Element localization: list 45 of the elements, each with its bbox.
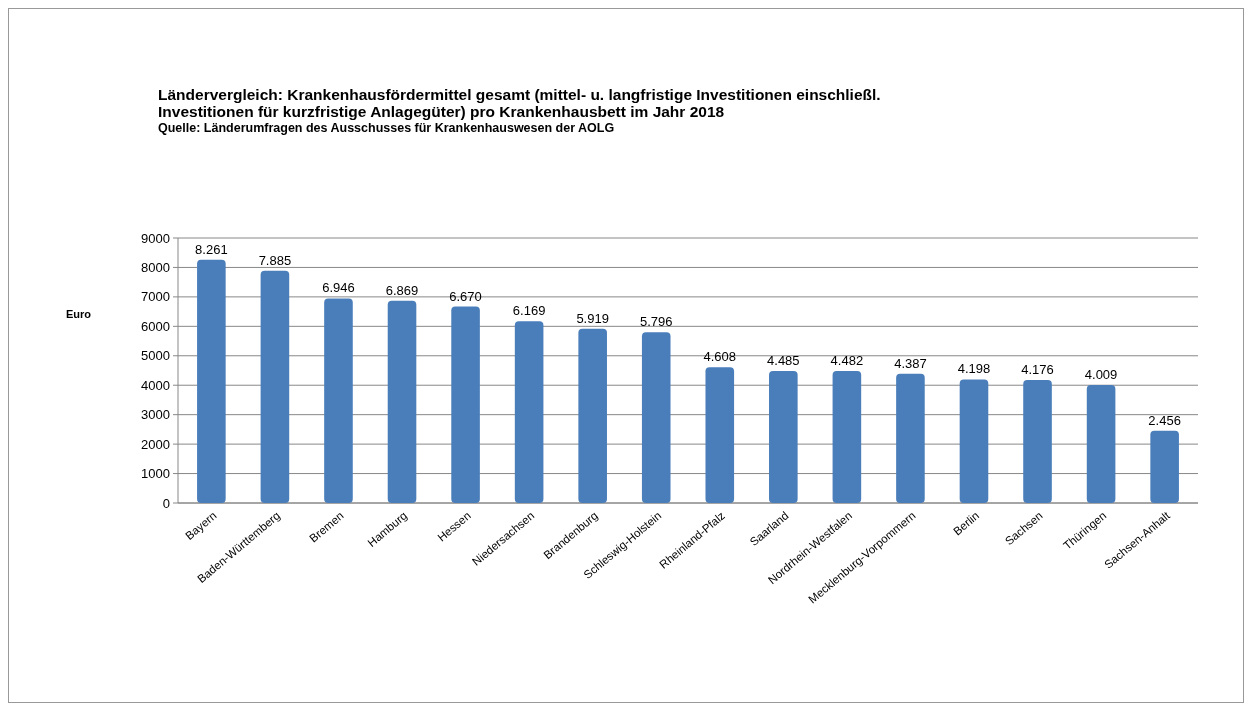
y-tick-label: 0 bbox=[162, 495, 170, 511]
data-label: 4.387 bbox=[894, 355, 927, 371]
bar bbox=[260, 270, 290, 503]
data-label: 6.869 bbox=[385, 282, 419, 298]
bar bbox=[959, 379, 989, 503]
y-axis-title: Euro bbox=[66, 307, 92, 320]
bar bbox=[896, 373, 925, 503]
data-label: 4.009 bbox=[1084, 366, 1118, 382]
data-label: 2.456 bbox=[1148, 412, 1181, 428]
bar bbox=[514, 321, 544, 503]
bar bbox=[578, 328, 607, 503]
y-tick-label: 1000 bbox=[141, 466, 170, 482]
y-tick-label: 3000 bbox=[141, 407, 170, 423]
chart-title: Ländervergleich: Krankenhausfördermittel gesamt (mittel- u. langfristige Investitionen einschließl. Investitionen für kurzfristige Anlagegüter) pro Krankenhausbett im Jahr 2018 bbox=[158, 86, 881, 120]
data-label: 6.670 bbox=[449, 288, 482, 304]
bar bbox=[832, 371, 862, 503]
y-tick-label: 7000 bbox=[141, 289, 170, 305]
data-label: 7.885 bbox=[258, 252, 292, 268]
bar bbox=[769, 370, 798, 503]
y-tick-label: 4000 bbox=[141, 377, 170, 393]
data-label: 4.485 bbox=[767, 352, 800, 368]
y-tick-label: 9000 bbox=[141, 230, 170, 246]
data-label: 4.608 bbox=[703, 349, 737, 365]
data-label: 5.796 bbox=[639, 314, 673, 330]
y-tick-label: 5000 bbox=[141, 348, 170, 364]
bar bbox=[641, 332, 671, 503]
bar bbox=[387, 300, 417, 503]
bar bbox=[1150, 430, 1179, 503]
data-label: 4.198 bbox=[957, 361, 991, 377]
y-tick-label: 6000 bbox=[141, 318, 170, 334]
bar bbox=[705, 367, 735, 503]
data-label: 4.176 bbox=[1021, 362, 1054, 378]
chart-subtitle: Quelle: Länderumfragen des Ausschusses für Krankenhauswesen der AOLG bbox=[158, 121, 615, 135]
data-label: 5.919 bbox=[576, 310, 609, 326]
bar bbox=[197, 259, 226, 503]
data-label: 8.261 bbox=[195, 241, 228, 257]
data-label: 6.946 bbox=[322, 280, 355, 296]
data-label: 6.169 bbox=[512, 303, 546, 319]
bar bbox=[324, 298, 353, 503]
y-tick-label: 2000 bbox=[141, 436, 170, 452]
bar bbox=[1086, 384, 1116, 503]
data-label: 4.482 bbox=[830, 353, 864, 369]
bar bbox=[1023, 380, 1052, 503]
y-tick-label: 8000 bbox=[141, 259, 170, 275]
bar bbox=[451, 306, 480, 503]
